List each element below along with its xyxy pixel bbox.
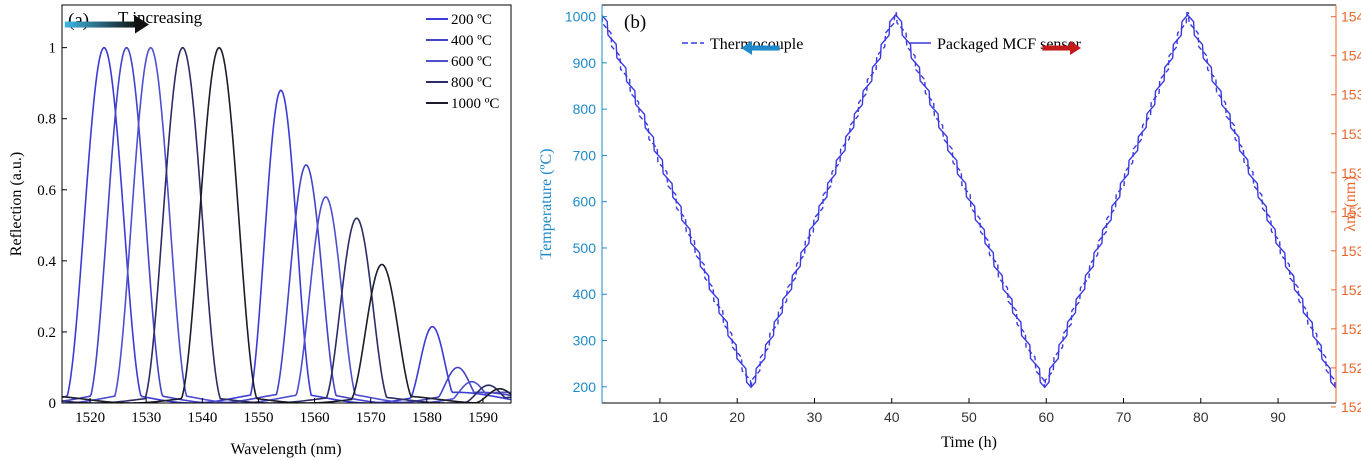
axis-arrow-right (1042, 41, 1082, 56)
y2-tick-label: 1524 (1341, 360, 1361, 376)
panel-b-y-axis-label: Temperature (ºC) (538, 149, 555, 260)
y-tick-label: 1 (49, 41, 57, 57)
panel-b-axis-arrows (741, 41, 1082, 56)
panel-a-series-lines (62, 46, 511, 403)
y-tick-label: 800 (573, 101, 597, 117)
panel-a-x-axis-label: Wavelength (nm) (230, 441, 341, 458)
series-line-1 (62, 47, 511, 403)
x-tick-label: 1520 (75, 410, 105, 426)
legend-label: 1000 ºC (451, 96, 499, 112)
panel-a-label: (a) (68, 10, 89, 31)
arrow-head (134, 15, 149, 34)
panel-a-y-axis-label: Reflection (a.u.) (8, 152, 25, 256)
y2-tick-label: 1522 (1341, 399, 1361, 415)
y-tick-label: 0.4 (37, 254, 56, 270)
axis-arrow-left (741, 41, 780, 56)
x-tick-label: 1550 (243, 410, 273, 426)
y2-tick-label: 1528 (1341, 282, 1361, 298)
panel-b-series-lines (602, 12, 1336, 390)
x-tick-label: 40 (884, 409, 900, 425)
series-line-5 (62, 46, 511, 403)
panel-b-left-y-ticks: 200 300 400 500 600 700 800 900 1000 (565, 9, 607, 395)
y-tick-label: 700 (573, 147, 597, 163)
y-tick-label: 0.2 (37, 325, 56, 341)
x-tick-label: 1540 (187, 410, 217, 426)
series-line-2 (62, 47, 511, 403)
series-line-4 (62, 47, 511, 403)
y2-tick-label: 1536 (1341, 126, 1361, 142)
series-line-thermocouple (602, 12, 1336, 390)
x-tick-label: 50 (961, 409, 977, 425)
x-tick-label: 1580 (412, 410, 442, 426)
x-tick-label: 70 (1116, 409, 1132, 425)
series-line-3 (62, 46, 511, 403)
panel-b-label: (b) (624, 12, 646, 33)
arrow-shaft (64, 21, 137, 28)
legend-label: 800 ºC (451, 75, 492, 91)
panel-a-y-ticks: 0 0.2 0.4 0.6 0.8 1 (37, 41, 67, 412)
panel-a-reflection-spectra: 1520 1530 1540 1550 1560 1570 1580 1590 0 0.2 0.4… (8, 4, 512, 458)
y-tick-label: 500 (573, 240, 597, 256)
panel-b-x-ticks: 10 20 30 40 50 60 70 80 90 (652, 398, 1286, 425)
panel-b-right-y-ticks: 1522 1524 1526 1528 1530 1532 1534 1536 1538 1540… (1331, 9, 1361, 415)
panel-b-y2-axis-label: λm (nm) (1342, 176, 1359, 231)
y-tick-label: 200 (573, 379, 597, 395)
y-tick-label: 0.8 (37, 112, 56, 128)
x-tick-label: 1590 (468, 410, 498, 426)
x-tick-label: 20 (729, 409, 745, 425)
y-tick-label: 0.6 (37, 183, 56, 199)
panel-a-axes-box (61, 4, 512, 404)
y-tick-label: 900 (573, 55, 597, 71)
y2-tick-label: 1532 (1341, 204, 1361, 220)
y2-tick-label: 1542 (1341, 9, 1361, 25)
legend-label: 400 ºC (451, 33, 492, 49)
y-tick-label: 1000 (565, 9, 596, 25)
panel-a-x-ticks: 1520 1530 1540 1550 1560 1570 1580 1590 (75, 398, 498, 426)
t-increasing-arrow (64, 15, 149, 34)
y-tick-label: 600 (573, 194, 597, 210)
x-tick-label: 1530 (131, 410, 161, 426)
panel-b-temperature-tracking: 10 20 30 40 50 60 70 80 90 200 300 400 500 600 700 800… (538, 4, 1361, 451)
x-tick-label: 10 (652, 409, 668, 425)
y2-tick-label: 1530 (1341, 243, 1361, 259)
y-tick-label: 400 (573, 286, 597, 302)
x-tick-label: 60 (1038, 409, 1054, 425)
y2-tick-label: 1540 (1341, 48, 1361, 64)
legend-label: 200 ºC (451, 12, 492, 28)
x-tick-label: 1560 (300, 410, 330, 426)
y2-tick-label: 1538 (1341, 87, 1361, 103)
y2-tick-label: 1534 (1341, 165, 1361, 181)
legend-label: Thermocouple (710, 36, 803, 53)
y2-tick-label: 1526 (1341, 321, 1361, 337)
y-tick-label: 300 (573, 333, 597, 349)
x-tick-label: 80 (1193, 409, 1209, 425)
x-tick-label: 30 (807, 409, 823, 425)
panel-b-x-axis-label: Time (h) (941, 434, 997, 451)
panel-a-legend: 200 ºC 400 ºC 600 ºC 800 ºC 1000 ºC (426, 12, 499, 112)
x-tick-label: 90 (1270, 409, 1286, 425)
series-line-packaged-mcf-sensor (602, 13, 1336, 389)
x-tick-label: 1570 (356, 410, 386, 426)
legend-label: 600 ºC (451, 54, 492, 70)
y-tick-label: 0 (49, 396, 57, 412)
